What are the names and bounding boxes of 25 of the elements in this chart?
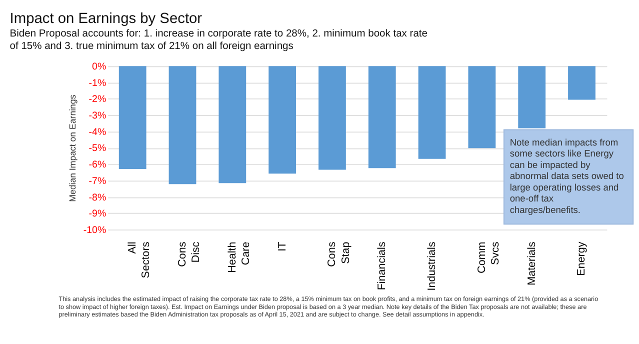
chart-title: Impact on Earnings by Sector <box>10 11 202 28</box>
x-tick-label: Materials <box>526 242 538 286</box>
chart-subtitle: Biden Proposal accounts for: 1. increase in corporate rate to 28%, 2. minimum book tax rate of 15% and 3. true minimum tax of 21% on all foreign earnings <box>10 28 428 52</box>
x-tick-label: Comm Svcs <box>476 242 502 274</box>
y-axis-title: Median Impact on Earnings <box>68 94 78 202</box>
x-tick-label: Cons Stap <box>326 242 352 267</box>
y-tick-label: -7% <box>88 176 106 187</box>
x-tick-label: Energy <box>576 241 588 276</box>
annotation: Note median impacts from some sectors like Energy can be impacted by abnormal data sets owed to large operating losses and one-off tax charges/benefits. <box>510 137 624 215</box>
y-tick-label: -9% <box>88 208 106 220</box>
y-tick-label: -3% <box>88 110 106 122</box>
y-tick-label: 0% <box>92 62 106 73</box>
x-tick-label: IT <box>276 241 288 252</box>
y-tick-label: -10% <box>83 224 106 236</box>
x-tick-label: Industrials <box>426 242 438 291</box>
x-tick-label: Cons Disc <box>176 241 202 267</box>
y-tick-label: -2% <box>88 94 106 106</box>
x-tick-label: Financials <box>376 242 388 290</box>
x-tick-label: All Sectors <box>126 242 152 278</box>
y-tick-label: -4% <box>88 126 106 138</box>
y-tick-label: -5% <box>88 143 106 154</box>
y-tick-label: -1% <box>88 78 106 89</box>
y-tick-label: -8% <box>88 192 106 204</box>
y-tick-label: -6% <box>88 160 106 171</box>
x-tick-label: Health Care <box>226 242 252 273</box>
